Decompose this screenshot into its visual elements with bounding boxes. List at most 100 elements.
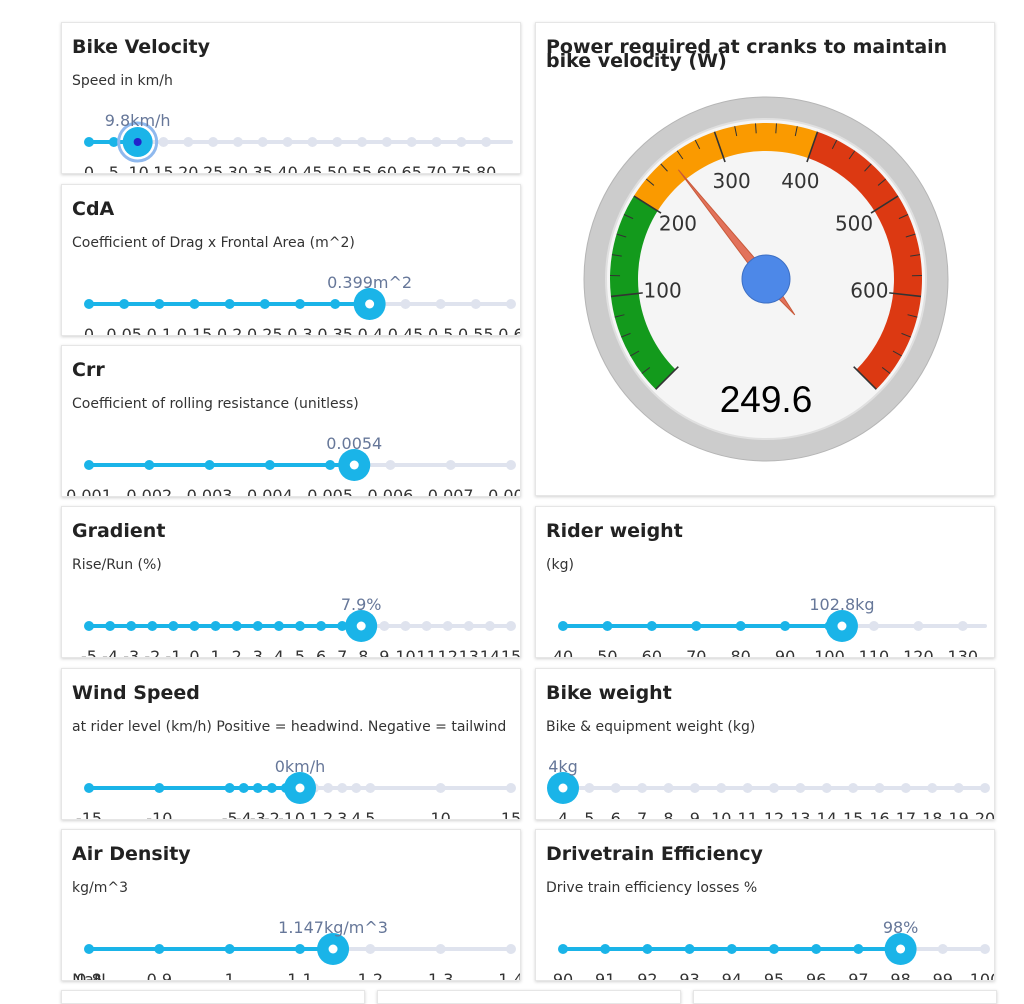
slider-tick-label: 0.2 xyxy=(217,325,242,336)
slider-tick-label: 5 xyxy=(365,809,375,820)
slider-tick-mark xyxy=(647,621,657,631)
slider-tick-mark xyxy=(780,621,790,631)
slider-tick-mark xyxy=(795,783,805,793)
slider-tick-label: 0 xyxy=(84,163,94,174)
slider-value-label: 0.399m^2 xyxy=(327,273,412,292)
slider-tick-mark xyxy=(769,783,779,793)
slider-tick-label: 25 xyxy=(203,163,223,174)
slider-tick-mark xyxy=(267,783,277,793)
slider-value-label: 98% xyxy=(883,918,919,937)
slider-tick-mark xyxy=(332,137,342,147)
slider-tick-mark xyxy=(253,621,263,631)
slider-tick-mark xyxy=(357,137,367,147)
slider-tick-mark xyxy=(875,783,885,793)
slider-tick-mark xyxy=(84,621,94,631)
gauge-tick-label: 100 xyxy=(644,279,682,303)
slider-tick-label: 12 xyxy=(438,647,458,658)
slider-tick-mark xyxy=(690,783,700,793)
slider-tick-mark xyxy=(365,944,375,954)
slider-tick-label: 0.006 xyxy=(368,486,414,497)
slider-tick-mark xyxy=(265,460,275,470)
slider-tick-label: 4 xyxy=(558,809,568,820)
slider-tick-label: 7 xyxy=(637,809,647,820)
slider-tick-label: 14 xyxy=(817,809,837,820)
slider-tick-mark xyxy=(558,621,568,631)
slider-tick-mark xyxy=(980,944,990,954)
slider-tick-label: 20 xyxy=(178,163,198,174)
slider-tick-label: 96 xyxy=(806,970,826,981)
slider-tick-mark xyxy=(736,621,746,631)
slider-tick-label: 60 xyxy=(377,163,397,174)
slider-tick-label: 1.2 xyxy=(358,970,383,981)
slider-tick-label: 8 xyxy=(663,809,673,820)
slider-thumb-center xyxy=(559,784,568,793)
slider-tick-label: NaN xyxy=(72,970,106,981)
slider-tick-label: 15 xyxy=(843,809,863,820)
slider-tick-label: -1 xyxy=(278,809,294,820)
slider-tick-mark xyxy=(506,460,516,470)
slider-tick-label: 0.1 xyxy=(147,325,172,336)
slider-tick-mark xyxy=(436,299,446,309)
slider-tick-label: 3 xyxy=(337,809,347,820)
slider-tick-mark xyxy=(330,299,340,309)
slider-tick-label: 75 xyxy=(451,163,471,174)
slider-value-label: 0.0054 xyxy=(326,434,382,453)
slider-thumb-center xyxy=(296,784,305,793)
slider-tick-label: 17 xyxy=(896,809,916,820)
slider-thumb-center xyxy=(357,622,366,631)
slider-tick-mark xyxy=(325,460,335,470)
slider-tick-label: 3 xyxy=(253,647,263,658)
slider-tick-mark xyxy=(506,783,516,793)
slider-value-label: 102.8kg xyxy=(809,595,874,614)
slider-tick-mark xyxy=(558,944,568,954)
slider-tick-label: 65 xyxy=(402,163,422,174)
next-card-2 xyxy=(377,990,681,1004)
slider-thumb-center xyxy=(134,138,142,146)
slider-tick-label: 1 xyxy=(309,809,319,820)
slider-tick-label: 40 xyxy=(553,647,573,658)
slider-tick-label: 55 xyxy=(352,163,372,174)
slider-tick-mark xyxy=(295,621,305,631)
slider-tick-label: 130 xyxy=(948,647,979,658)
slider-tick-label: 100 xyxy=(814,647,845,658)
slider-tick-label: 10 xyxy=(128,163,148,174)
slider-tick-label: 110 xyxy=(859,647,890,658)
slider-tick-mark xyxy=(958,621,968,631)
slider-tick-mark xyxy=(506,944,516,954)
slider-tick-mark xyxy=(446,460,456,470)
slider-tick-label: 90 xyxy=(553,970,573,981)
slider-tick-label: 13 xyxy=(790,809,810,820)
slider-tick-label: 0.3 xyxy=(287,325,312,336)
slider-tick-mark xyxy=(205,460,215,470)
slider-tick-mark xyxy=(743,783,753,793)
slider-tick-mark xyxy=(436,783,446,793)
slider-tick-mark xyxy=(295,299,305,309)
slider-tick-mark xyxy=(853,944,863,954)
gauge-tick-label: 300 xyxy=(713,169,751,193)
slider-tick-mark xyxy=(481,137,491,147)
slider-tick-label: 93 xyxy=(679,970,699,981)
slider-thumb-center xyxy=(329,945,338,954)
slider-tick-mark xyxy=(274,621,284,631)
slider-tick-mark xyxy=(600,944,610,954)
slider-tick-label: 10 xyxy=(711,809,731,820)
slider-tick-label: 15 xyxy=(501,809,521,820)
slider-tick-mark xyxy=(685,944,695,954)
slider-tick-label: 18 xyxy=(922,809,942,820)
slider-tick-mark xyxy=(485,621,495,631)
slider-tick-label: -4 xyxy=(102,647,118,658)
slider-tick-label: 11 xyxy=(737,809,757,820)
slider-tick-label: 99 xyxy=(933,970,953,981)
